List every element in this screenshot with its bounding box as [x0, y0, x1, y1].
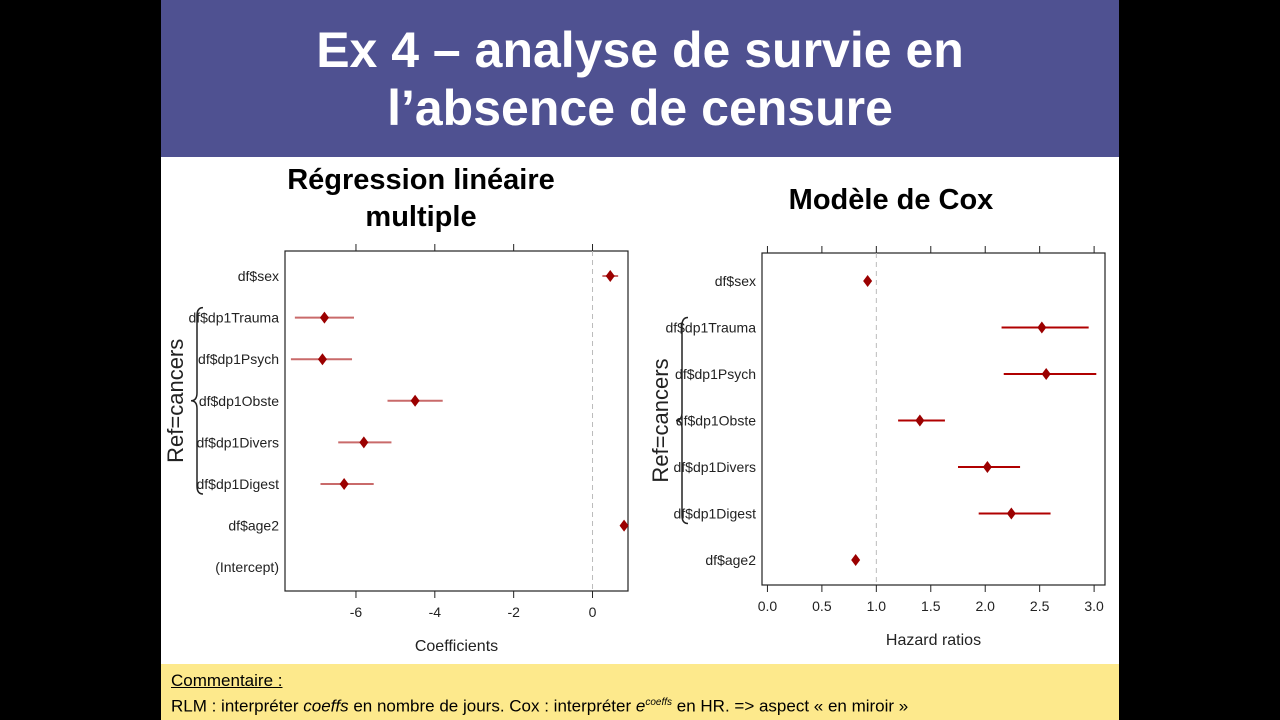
right-hazard-ratio-plot: 0.0 0.5 1.0 1.5 2.0 2.5 3.0 df$sex df$dp1Trauma d…: [648, 246, 1106, 649]
data-point: [851, 554, 861, 566]
reference-bracket: [675, 316, 689, 525]
data-point: [982, 461, 992, 473]
slide-title-line-2: l’absence de censure: [387, 79, 893, 136]
x-tick-label: 1.0: [867, 598, 887, 614]
plot-frame: [761, 252, 1106, 586]
category-label: df$dp1Divers: [197, 434, 280, 450]
x-tick-label: -4: [429, 604, 442, 620]
category-label: df$sex: [715, 273, 756, 289]
right-chart-title: Modèle de Cox: [788, 184, 994, 216]
data-point: [319, 311, 329, 324]
category-label: df$dp1Psych: [198, 351, 279, 367]
comment-box: Commentaire : RLM : interpréter coeffs e…: [161, 664, 1119, 720]
x-tick-label: 3.0: [1084, 598, 1104, 614]
category-label: df$dp1Psych: [675, 366, 756, 382]
bracket-label: Ref=cancers: [163, 339, 188, 463]
comment-text-part-2: en nombre de jours. Cox : interpréter: [348, 696, 636, 716]
slide: Ex 4 – analyse de survie en l’absence de…: [161, 0, 1119, 720]
category-label: df$dp1Trauma: [665, 320, 756, 336]
category-label: df$dp1Divers: [674, 459, 757, 475]
x-tick-label: 0.0: [758, 598, 778, 614]
x-tick-label: 2.0: [975, 598, 995, 614]
comment-coeffs-superscript: coeffs: [645, 697, 673, 708]
left-chart-title: Régression linéaire multiple: [287, 164, 555, 233]
data-point: [410, 394, 420, 407]
category-label: df$dp1Digest: [673, 506, 756, 522]
comment-text-part-1: RLM : interpréter: [171, 696, 304, 716]
category-label: df$dp1Trauma: [188, 310, 279, 326]
data-point: [619, 519, 629, 532]
data-point: [339, 478, 349, 490]
bracket-label: Ref=cancers: [648, 358, 673, 482]
comment-coeffs-1: coeffs: [303, 696, 349, 716]
data-point: [1037, 321, 1047, 334]
data-point: [863, 275, 873, 287]
x-tick-label: 0: [589, 604, 597, 620]
category-label: df$dp1Obste: [676, 413, 756, 429]
reference-bracket: [190, 306, 204, 495]
left-coefficient-plot: -6 -4 -2 0 df$sex df$dp1Trauma df$dp1Psych df$d…: [163, 244, 629, 655]
x-tick-label: -2: [507, 604, 520, 620]
plot-frame: [284, 250, 629, 592]
x-axis-label: Hazard ratios: [886, 632, 981, 649]
comment-text-part-3: en HR. => aspect « en miroir »: [672, 696, 909, 716]
x-tick-label: 1.5: [921, 598, 941, 614]
category-label: df$sex: [238, 268, 279, 284]
category-label: df$dp1Digest: [196, 476, 279, 492]
x-tick-label: 0.5: [812, 598, 832, 614]
data-point: [317, 353, 327, 366]
category-label: (Intercept): [215, 559, 279, 575]
slide-title-line-1: Ex 4 – analyse de survie en: [316, 21, 964, 78]
category-label: df$dp1Obste: [199, 393, 279, 409]
category-label: df$age2: [705, 552, 756, 568]
comment-e: e: [635, 696, 646, 716]
x-axis-label: Coefficients: [415, 638, 498, 655]
data-point: [605, 270, 615, 282]
data-point: [359, 436, 369, 449]
data-point: [915, 414, 925, 427]
data-point: [1006, 507, 1016, 520]
slide-title-bar: Ex 4 – analyse de survie en l’absence de…: [161, 0, 1119, 157]
comment-heading: Commentaire :: [171, 671, 283, 690]
x-tick-label: -6: [350, 604, 363, 620]
data-point: [1041, 368, 1051, 380]
category-label: df$age2: [228, 518, 279, 534]
x-tick-label: 2.5: [1030, 598, 1050, 614]
